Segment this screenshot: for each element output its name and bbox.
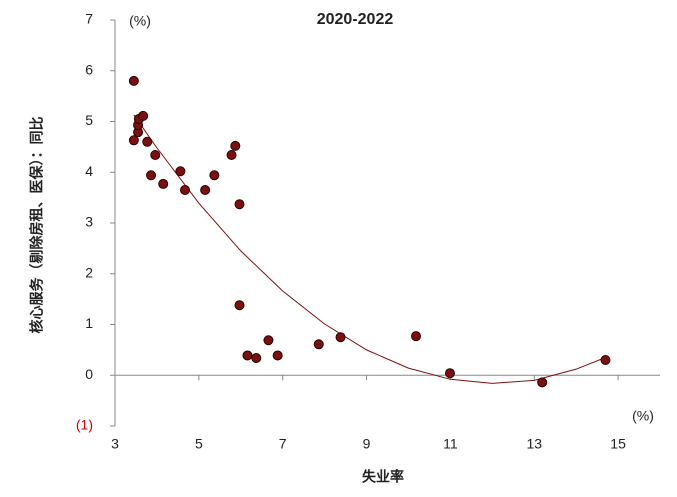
x-tick-label: 13 bbox=[526, 436, 542, 452]
y-tick-label: 4 bbox=[85, 163, 93, 179]
point bbox=[444, 368, 455, 379]
point bbox=[537, 377, 548, 388]
y-tick-label: (1) bbox=[76, 417, 93, 433]
x-unit: (%) bbox=[632, 408, 654, 424]
point bbox=[234, 199, 245, 210]
point bbox=[335, 332, 346, 343]
point bbox=[180, 185, 191, 196]
point bbox=[242, 350, 253, 361]
point bbox=[263, 335, 274, 346]
y-tick-label: 6 bbox=[85, 61, 93, 77]
y-tick-label: 5 bbox=[85, 112, 93, 128]
point bbox=[234, 300, 245, 311]
x-tick-label: 15 bbox=[610, 436, 626, 452]
y-axis-title: 核心服务（剔除房租、医保）：同比 bbox=[29, 117, 45, 334]
point bbox=[138, 110, 149, 121]
point bbox=[146, 170, 157, 181]
point bbox=[175, 166, 186, 177]
point bbox=[128, 75, 139, 86]
trendline bbox=[133, 114, 606, 384]
point bbox=[142, 136, 153, 147]
point bbox=[209, 170, 220, 181]
y-unit: (%) bbox=[129, 13, 151, 29]
x-tick-label: 9 bbox=[363, 436, 371, 452]
point bbox=[411, 331, 422, 342]
x-axis-title: 失业率 bbox=[362, 469, 404, 485]
point bbox=[150, 149, 161, 160]
y-tick-label: 2 bbox=[85, 264, 93, 280]
y-tick-label: 0 bbox=[85, 366, 93, 382]
x-tick-label: 7 bbox=[279, 436, 287, 452]
y-tick-label: 3 bbox=[85, 214, 93, 230]
point bbox=[272, 350, 283, 361]
point bbox=[230, 140, 241, 151]
chart-title: 2020-2022 bbox=[317, 11, 394, 28]
x-tick-label: 11 bbox=[443, 436, 458, 452]
x-tick-label: 3 bbox=[111, 436, 119, 452]
point bbox=[200, 185, 211, 196]
x-tick-label: 5 bbox=[195, 436, 203, 452]
point bbox=[158, 178, 169, 189]
point bbox=[226, 149, 237, 160]
y-tick-label: 1 bbox=[85, 315, 93, 331]
point bbox=[600, 355, 611, 366]
point bbox=[313, 339, 324, 350]
point bbox=[251, 352, 262, 363]
point bbox=[128, 135, 139, 146]
y-tick-label: 7 bbox=[85, 11, 93, 27]
